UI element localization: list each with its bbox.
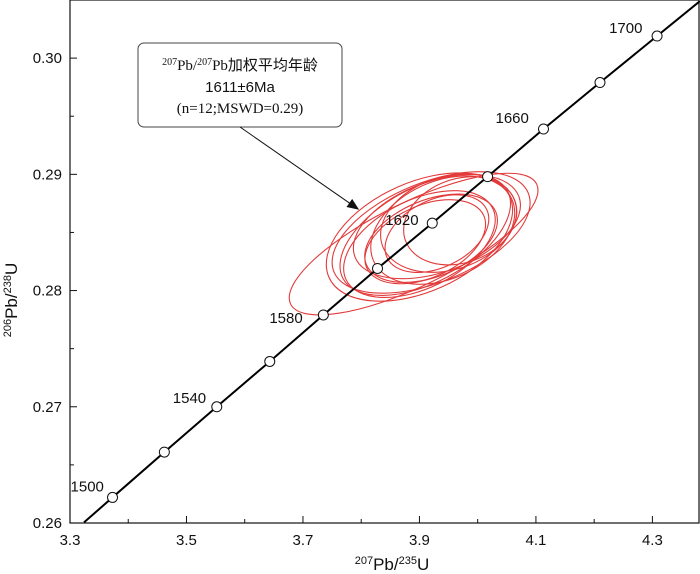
x-tick-label: 4.1: [525, 532, 546, 549]
age-marker-1640: [482, 171, 494, 183]
annotation-line1-base1: Pb/: [177, 58, 198, 74]
y-axis-label-base1: Pb/: [2, 293, 21, 319]
x-axis-label-sup1: 207: [355, 555, 373, 567]
x-tick-label: 3.9: [409, 532, 430, 549]
error-ellipse-1: [288, 172, 539, 316]
plot-frame: [69, 0, 700, 524]
x-tick-label: 4.3: [642, 532, 663, 549]
y-axis-label-sup2: 238: [2, 275, 14, 293]
error-ellipse-8: [364, 193, 499, 283]
age-label-1660: 1660: [495, 110, 528, 127]
x-axis-label-base2: U: [417, 555, 429, 574]
error-ellipse-6: [370, 175, 516, 285]
error-ellipse-11: [403, 176, 518, 266]
error-ellipse-4: [339, 173, 512, 297]
annotation-line1-sup2: 207: [197, 57, 212, 68]
concordia-age-markers: 1500 1540 1580 1620 1660 1700: [71, 20, 663, 503]
error-ellipse-3: [331, 171, 531, 294]
y-tick-label: 0.30: [33, 50, 62, 67]
y-tick-label: 0.26: [33, 515, 62, 532]
age-marker-1600: [372, 262, 384, 274]
age-marker-1520: [158, 446, 170, 458]
age-marker-1680: [594, 77, 606, 89]
x-axis-ticks: 3.3 3.5 3.7 3.9 4.1 4.3: [60, 516, 663, 549]
x-tick-label: 3.7: [293, 532, 314, 549]
age-label-1620: 1620: [385, 212, 418, 229]
annotation-line3: (n=12;MSWD=0.29): [177, 101, 304, 117]
y-axis-label-sup1: 206: [2, 319, 14, 337]
age-label-1540: 1540: [173, 390, 206, 407]
age-label-1700: 1700: [609, 20, 642, 37]
x-axis-label: 207Pb/235U: [355, 555, 430, 574]
age-marker-1580: [317, 309, 329, 321]
error-ellipse-10: [364, 199, 487, 285]
annotation-line1-sup1: 207: [162, 57, 177, 68]
error-ellipse-7: [343, 190, 496, 299]
x-tick-label: 3.5: [176, 532, 197, 549]
x-axis-label-base1: Pb/: [373, 555, 399, 574]
error-ellipses: [288, 171, 539, 316]
age-marker-1540: [211, 401, 223, 413]
y-tick-label: 0.27: [33, 399, 62, 416]
age-marker-1660: [537, 123, 549, 135]
age-label-1580: 1580: [269, 310, 302, 327]
annotation-line1-base2: Pb加权平均年龄: [212, 57, 318, 74]
age-marker-1500: [107, 491, 119, 503]
age-marker-1620: [426, 217, 438, 229]
x-axis-label-sup2: 235: [399, 555, 417, 567]
age-marker-1560: [264, 355, 276, 367]
y-axis-ticks: 0.26 0.27 0.28 0.29 0.30: [33, 50, 77, 532]
annotation-line1: 207Pb/207Pb加权平均年龄: [162, 57, 318, 75]
annotation-box: 207Pb/207Pb加权平均年龄 1611±6Ma (n=12;MSWD=0.…: [137, 42, 360, 210]
error-ellipse-12: [384, 194, 490, 273]
y-tick-label: 0.29: [33, 166, 62, 183]
y-axis-label: 206Pb/238U: [2, 263, 21, 338]
age-label-1500: 1500: [71, 478, 104, 495]
age-marker-1700: [651, 30, 663, 42]
x-tick-label: 3.3: [60, 532, 81, 549]
y-axis-label-base2: U: [2, 263, 21, 275]
annotation-line2: 1611±6Ma: [205, 79, 275, 96]
y-tick-label: 0.28: [33, 283, 62, 300]
annotation-arrow: [239, 126, 360, 210]
